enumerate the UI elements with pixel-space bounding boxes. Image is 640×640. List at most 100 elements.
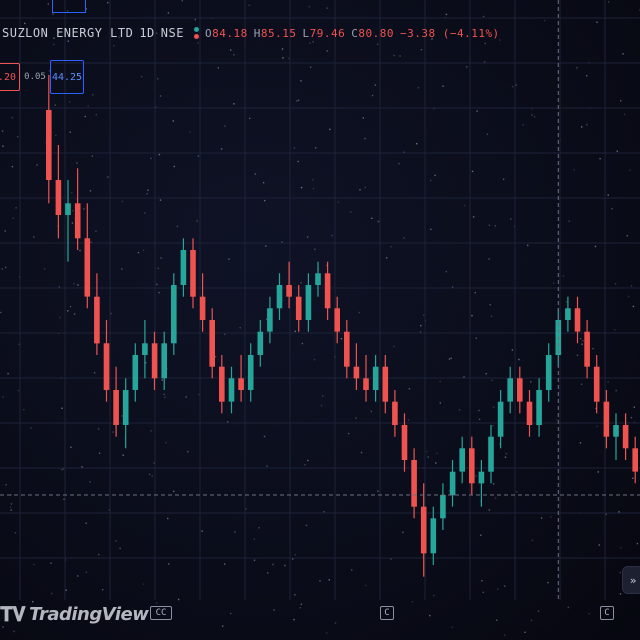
- noise-speck: [480, 534, 482, 536]
- candle-down: [603, 401, 610, 437]
- noise-speck: [471, 170, 474, 173]
- noise-speck: [59, 316, 61, 319]
- noise-speck: [537, 610, 540, 612]
- noise-speck: [16, 136, 19, 138]
- noise-speck: [630, 285, 633, 287]
- noise-speck: [230, 612, 232, 615]
- low-value: 79.46: [309, 26, 346, 40]
- candle-up: [228, 378, 235, 402]
- noise-speck: [119, 547, 121, 550]
- buy-button[interactable]: 44.25: [50, 60, 84, 94]
- noise-speck: [305, 524, 308, 527]
- noise-speck: [69, 131, 71, 133]
- noise-speck: [266, 465, 268, 467]
- candle-down: [74, 203, 81, 239]
- noise-speck: [11, 116, 13, 119]
- noise-speck: [490, 315, 493, 317]
- noise-speck: [173, 490, 175, 493]
- noise-speck: [463, 376, 465, 378]
- noise-speck: [153, 462, 155, 464]
- noise-speck: [306, 236, 309, 238]
- noise-speck: [586, 75, 588, 77]
- candle-down: [286, 285, 292, 297]
- noise-speck: [149, 473, 151, 475]
- noise-speck: [486, 133, 488, 135]
- noise-speck: [598, 544, 600, 546]
- time-axis-marker[interactable]: CC: [150, 606, 172, 620]
- noise-speck: [58, 286, 60, 288]
- noise-speck: [150, 430, 152, 432]
- noise-speck: [230, 49, 232, 51]
- noise-speck: [488, 509, 490, 511]
- noise-speck: [115, 540, 117, 542]
- noise-speck: [161, 379, 163, 381]
- candle-down: [209, 320, 215, 367]
- noise-speck: [254, 173, 257, 175]
- noise-speck: [393, 54, 395, 57]
- candle-down: [55, 180, 62, 215]
- noise-speck: [626, 235, 628, 237]
- candle-down: [632, 448, 638, 472]
- noise-speck: [620, 547, 622, 549]
- noise-speck: [151, 475, 153, 477]
- noise-speck: [439, 380, 441, 383]
- noise-speck: [66, 10, 69, 12]
- candle-up: [257, 331, 264, 355]
- scroll-to-realtime-button[interactable]: »: [622, 566, 640, 594]
- noise-speck: [89, 190, 92, 192]
- noise-speck: [288, 57, 290, 60]
- sell-button[interactable]: 4.20: [0, 63, 20, 91]
- noise-speck: [51, 592, 53, 595]
- noise-speck: [458, 409, 461, 411]
- candle-down: [238, 378, 244, 390]
- candle-up: [372, 366, 379, 390]
- trade-buttons: 4.20 0.05 44.25: [0, 60, 84, 94]
- noise-speck: [491, 379, 493, 382]
- noise-speck: [110, 312, 112, 315]
- tradingview-watermark[interactable]: 𝐓𝐕 TradingView: [0, 602, 149, 626]
- noise-speck: [168, 563, 170, 565]
- noise-speck: [436, 452, 438, 454]
- noise-speck: [531, 114, 533, 116]
- status-dot-down: [193, 34, 199, 39]
- noise-speck: [403, 237, 405, 239]
- noise-speck: [141, 75, 143, 78]
- noise-speck: [142, 583, 145, 585]
- time-axis-marker[interactable]: C: [600, 606, 614, 620]
- noise-speck: [478, 418, 481, 421]
- noise-speck: [530, 619, 533, 622]
- market-status-icon: [193, 27, 199, 39]
- symbol-name[interactable]: SUZLON ENERGY LTD: [2, 26, 134, 40]
- noise-speck: [33, 563, 35, 566]
- noise-speck: [95, 114, 97, 116]
- noise-speck: [197, 42, 199, 44]
- noise-speck: [450, 357, 452, 359]
- noise-speck: [1, 130, 4, 132]
- candle-down: [382, 366, 389, 402]
- noise-speck: [13, 630, 15, 633]
- candle-down: [420, 506, 427, 554]
- time-axis-marker[interactable]: C: [380, 606, 394, 620]
- symbol-legend[interactable]: SUZLON ENERGY LTD 1D NSE O84.18 H85.15 L…: [2, 26, 500, 40]
- noise-speck: [463, 204, 466, 207]
- top-buy-box-edge: [52, 0, 86, 13]
- candle-down: [593, 366, 600, 402]
- noise-speck: [48, 70, 51, 72]
- noise-speck: [632, 305, 635, 308]
- noise-speck: [504, 456, 507, 458]
- noise-speck: [266, 318, 268, 320]
- noise-speck: [76, 162, 78, 164]
- noise-speck: [157, 78, 159, 80]
- candle-down: [392, 401, 398, 425]
- noise-speck: [52, 13, 54, 15]
- noise-speck: [445, 270, 447, 273]
- noise-speck: [47, 3, 49, 5]
- noise-speck: [515, 84, 517, 86]
- noise-speck: [350, 211, 352, 213]
- noise-speck: [407, 419, 410, 421]
- noise-speck: [475, 475, 477, 477]
- interval-label[interactable]: 1D: [139, 26, 155, 40]
- noise-speck: [430, 228, 432, 231]
